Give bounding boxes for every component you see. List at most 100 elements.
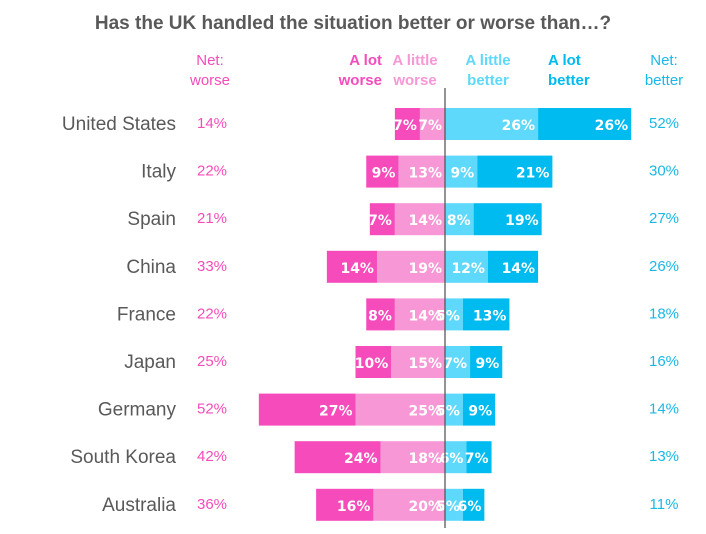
data-label-a-little-better: 7% (443, 356, 467, 372)
data-label-a-lot-worse: 7% (368, 213, 392, 229)
bar-a-little-better (445, 393, 463, 426)
data-label-a-lot-better: 7% (465, 451, 489, 467)
header-a-little-better: A little better (456, 51, 520, 91)
bar-a-lot-worse (394, 108, 420, 140)
data-label-a-little-better: 12% (451, 261, 485, 277)
bar-a-lot-better (473, 203, 542, 236)
header-net-worse-line2: worse (189, 72, 230, 89)
bar-a-little-better (445, 346, 471, 378)
data-label-a-lot-worse: 9% (372, 166, 396, 182)
data-label-a-lot-worse: 24% (344, 451, 378, 467)
header-a-little-worse: A little worse (384, 51, 446, 91)
net-worse-value: 52% (197, 401, 227, 418)
header-a-lot-better-line1: A lot (548, 52, 581, 69)
country-label: Japan (124, 352, 176, 373)
header-a-lot-better-line2: better (548, 72, 590, 89)
bar-a-little-better (445, 155, 478, 188)
net-better-value: 11% (650, 496, 679, 513)
net-better-value: 27% (649, 210, 679, 227)
country-label: United States (62, 114, 176, 135)
bar-a-little-worse (355, 393, 445, 426)
net-better-value: 18% (649, 305, 679, 322)
data-label-a-little-worse: 18% (408, 451, 442, 467)
data-label-a-lot-better: 9% (468, 404, 492, 420)
header-net-better: Net: better (634, 51, 694, 91)
header-a-little-worse-line2: worse (393, 72, 437, 89)
data-label-a-little-worse: 7% (418, 118, 442, 134)
bar-a-little-worse (373, 488, 445, 521)
bar-a-lot-worse (366, 298, 395, 331)
bar-a-little-worse (394, 298, 445, 331)
bar-a-little-worse (376, 250, 445, 283)
country-label: South Korea (70, 447, 176, 468)
data-label-a-lot-worse: 16% (337, 499, 371, 515)
data-label-a-little-worse: 13% (408, 166, 442, 182)
bar-a-little-better (445, 441, 467, 474)
bar-a-lot-worse (355, 346, 392, 378)
net-better-value: 26% (649, 258, 679, 275)
country-label: France (117, 304, 176, 325)
net-better-value: 14% (649, 401, 679, 418)
header-a-lot-worse-line1: A lot (349, 52, 382, 69)
bar-a-little-worse (380, 441, 445, 474)
bar-a-little-better (445, 488, 463, 521)
data-label-a-lot-better: 13% (473, 308, 507, 324)
data-label-a-lot-better: 9% (475, 356, 499, 372)
bar-a-lot-better (466, 441, 492, 474)
header-net-worse-line1: Net: (196, 52, 224, 69)
net-better-value: 13% (649, 448, 679, 465)
header-a-lot-worse: A lot worse (316, 51, 382, 91)
bar-a-lot-better (538, 108, 632, 140)
bar-a-lot-better (487, 250, 539, 283)
data-label-a-lot-worse: 14% (340, 261, 374, 277)
bar-a-lot-better (462, 298, 510, 331)
header-net-better-line1: Net: (650, 52, 678, 69)
bar-a-lot-better (462, 488, 485, 521)
bar-a-little-worse (398, 155, 445, 188)
header-a-little-better-line1: A little (465, 52, 511, 69)
net-better-value: 16% (649, 353, 679, 370)
data-label-a-lot-worse: 27% (319, 404, 353, 420)
chart-title: Has the UK handled the situation better … (94, 13, 612, 34)
data-label-a-lot-better: 26% (595, 118, 629, 134)
data-label-a-little-worse: 25% (408, 404, 442, 420)
header-a-lot-worse-line2: worse (338, 72, 382, 89)
header-a-lot-better: A lot better (548, 51, 610, 91)
country-label: Australia (102, 495, 176, 516)
country-label: Italy (141, 162, 176, 183)
net-worse-value: 25% (197, 353, 227, 370)
net-better-value: 30% (649, 163, 679, 180)
bar-a-lot-better (462, 393, 496, 426)
bar-a-little-better (445, 108, 539, 140)
data-label-a-little-better: 5% (436, 308, 460, 324)
bar-a-lot-worse (326, 250, 377, 283)
bar-a-little-better (445, 250, 488, 283)
data-label-a-lot-worse: 10% (355, 356, 389, 372)
net-worse-value: 22% (197, 305, 227, 322)
data-label-a-lot-worse: 8% (368, 308, 392, 324)
data-label-a-little-worse: 14% (408, 213, 442, 229)
header-net-worse: Net: worse (180, 51, 240, 91)
bar-a-little-better (445, 298, 463, 331)
bar-a-lot-better (477, 155, 553, 188)
data-label-a-little-better: 9% (450, 166, 474, 182)
net-worse-value: 33% (197, 258, 227, 275)
data-label-a-little-worse: 19% (408, 261, 442, 277)
net-worse-value: 21% (197, 210, 227, 227)
data-label-a-little-better: 26% (502, 118, 536, 134)
bar-a-lot-worse (258, 393, 356, 426)
country-label: Germany (98, 400, 177, 421)
bar-a-little-worse (419, 108, 445, 140)
net-worse-value: 42% (197, 448, 227, 465)
net-worse-value: 22% (197, 163, 227, 180)
bar-a-little-worse (394, 203, 445, 236)
data-label-a-lot-better: 14% (502, 261, 536, 277)
data-label-a-little-worse: 15% (408, 356, 442, 372)
net-better-value: 52% (649, 115, 679, 132)
net-worse-value: 14% (197, 115, 227, 132)
bar-a-lot-worse (369, 203, 395, 236)
data-label-a-lot-better: 21% (516, 166, 550, 182)
bar-a-little-worse (391, 346, 445, 378)
bar-a-lot-better (470, 346, 503, 378)
